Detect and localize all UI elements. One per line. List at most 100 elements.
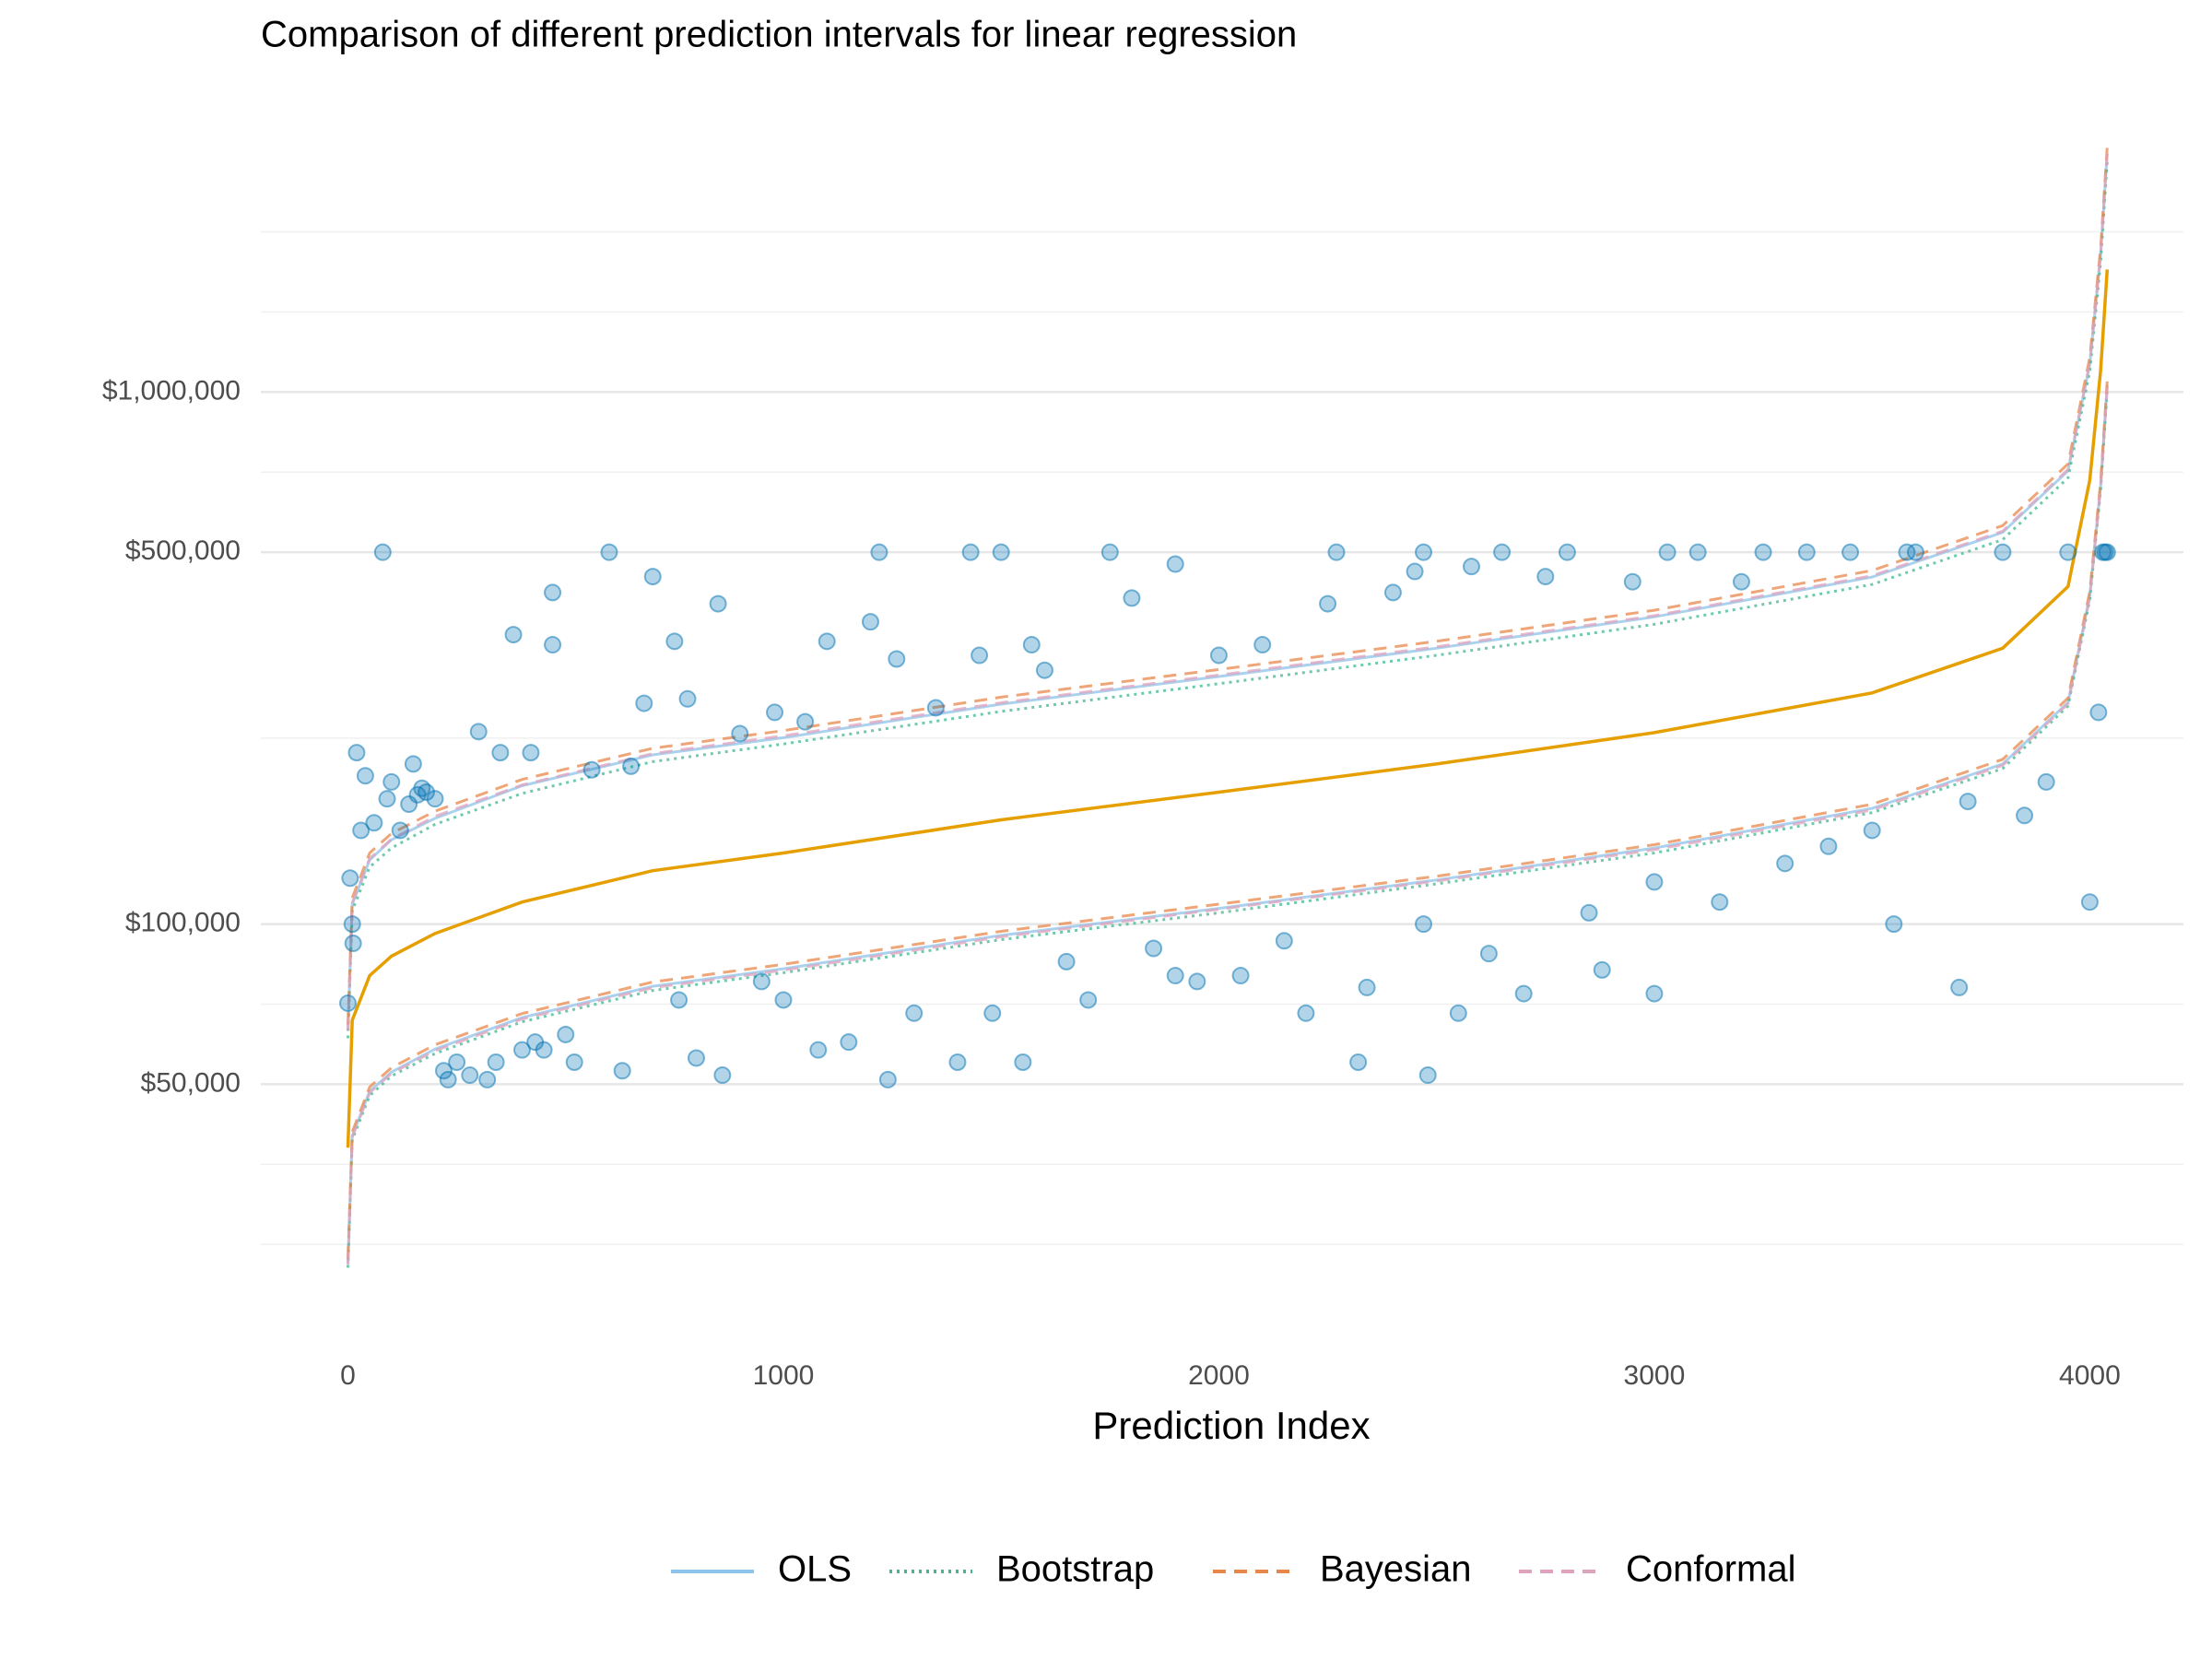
- data-point: [687, 1049, 705, 1067]
- data-point: [888, 650, 906, 668]
- data-point: [565, 1053, 583, 1071]
- data-point: [1166, 555, 1184, 573]
- data-point: [878, 1070, 897, 1088]
- data-point: [1297, 1004, 1315, 1022]
- data-point: [1959, 793, 1977, 811]
- data-point: [352, 821, 371, 840]
- data-point: [1188, 972, 1206, 991]
- data-point: [1035, 661, 1053, 679]
- data-point: [1358, 978, 1376, 996]
- data-point: [1711, 893, 1729, 912]
- data-point: [1493, 543, 1512, 561]
- interval-line: [347, 152, 2109, 1031]
- x-axis-label: Prediction Index: [1092, 1404, 1370, 1447]
- x-tick-label: 0: [340, 1360, 356, 1391]
- interval-line: [347, 389, 2109, 1268]
- data-point: [1645, 984, 1664, 1003]
- data-point: [961, 543, 980, 561]
- data-point: [1415, 543, 1433, 561]
- data-point: [1885, 915, 1903, 934]
- data-point: [344, 935, 362, 953]
- data-point: [2098, 543, 2116, 561]
- data-point: [1057, 952, 1076, 971]
- x-tick-label: 2000: [1188, 1360, 1250, 1391]
- data-point: [1418, 1066, 1437, 1085]
- y-tick-label: $100,000: [125, 908, 241, 938]
- data-point: [404, 755, 422, 773]
- data-point: [752, 972, 771, 991]
- data-point: [1022, 636, 1041, 654]
- y-tick-label: $500,000: [125, 535, 241, 566]
- data-point: [1079, 991, 1098, 1009]
- data-point: [905, 1004, 924, 1022]
- data-point: [1623, 572, 1641, 591]
- data-point: [356, 767, 374, 785]
- data-point: [1754, 543, 1772, 561]
- x-tick-label: 3000: [1624, 1360, 1686, 1391]
- data-point: [461, 1066, 479, 1085]
- legend-label: OLS: [778, 1549, 852, 1590]
- data-point: [861, 613, 879, 631]
- data-point: [948, 1053, 967, 1071]
- data-point: [709, 594, 727, 613]
- data-point: [434, 1062, 453, 1080]
- data-point: [1994, 543, 2012, 561]
- data-point: [1732, 572, 1750, 591]
- data-point: [439, 1070, 457, 1088]
- data-point: [983, 1004, 1002, 1022]
- data-point: [478, 1070, 497, 1088]
- data-point: [1166, 967, 1184, 985]
- data-point: [365, 814, 383, 832]
- interval-line: [347, 384, 2109, 1265]
- data-point: [522, 744, 540, 762]
- data-point: [1658, 543, 1677, 561]
- y-tick-label: $50,000: [141, 1067, 241, 1098]
- data-point: [373, 543, 392, 561]
- data-point: [1841, 543, 1860, 561]
- data-point: [870, 543, 888, 561]
- data-point: [2037, 772, 2055, 791]
- data-point: [382, 772, 401, 791]
- interval-line: [347, 153, 2109, 1031]
- legend: OLS Bootstrap Bayesian Conformal: [671, 1549, 1796, 1590]
- data-point: [544, 583, 562, 602]
- data-point: [731, 724, 749, 743]
- data-point: [2080, 893, 2099, 912]
- data-point: [678, 689, 697, 708]
- chart-title: Comparison of different prediction inter…: [261, 15, 1297, 55]
- data-point: [2089, 703, 2108, 722]
- data-point: [341, 869, 359, 888]
- interval-line: [347, 381, 2109, 1259]
- data-point: [1123, 589, 1141, 607]
- data-point: [1383, 583, 1402, 602]
- data-point: [1906, 543, 1924, 561]
- data-point: [670, 991, 688, 1009]
- data-point: [1580, 903, 1598, 922]
- prediction-line: [346, 269, 2110, 1148]
- data-point: [1145, 939, 1163, 958]
- data-point: [469, 723, 488, 741]
- legend-label: Bootstrap: [996, 1549, 1154, 1590]
- data-point: [1536, 568, 1555, 586]
- data-point: [635, 694, 653, 712]
- data-point: [1514, 984, 1533, 1003]
- interval-line: [347, 147, 2109, 1026]
- data-point: [1319, 594, 1337, 613]
- data-point: [971, 646, 989, 665]
- data-point: [1100, 543, 1119, 561]
- data-point: [774, 991, 793, 1009]
- data-point: [557, 1025, 575, 1043]
- data-point: [1349, 1053, 1368, 1071]
- data-point: [1449, 1004, 1467, 1022]
- data-point: [1797, 543, 1816, 561]
- y-tick-label: $1,000,000: [102, 375, 241, 406]
- x-tick-label: 4000: [2059, 1360, 2121, 1391]
- data-point: [512, 1041, 531, 1059]
- data-point: [809, 1041, 828, 1059]
- data-point: [613, 1062, 631, 1080]
- plot-area: [338, 147, 2116, 1268]
- data-point: [926, 699, 945, 717]
- data-point: [1776, 854, 1794, 873]
- data-point: [426, 790, 444, 808]
- x-tick-label: 1000: [753, 1360, 815, 1391]
